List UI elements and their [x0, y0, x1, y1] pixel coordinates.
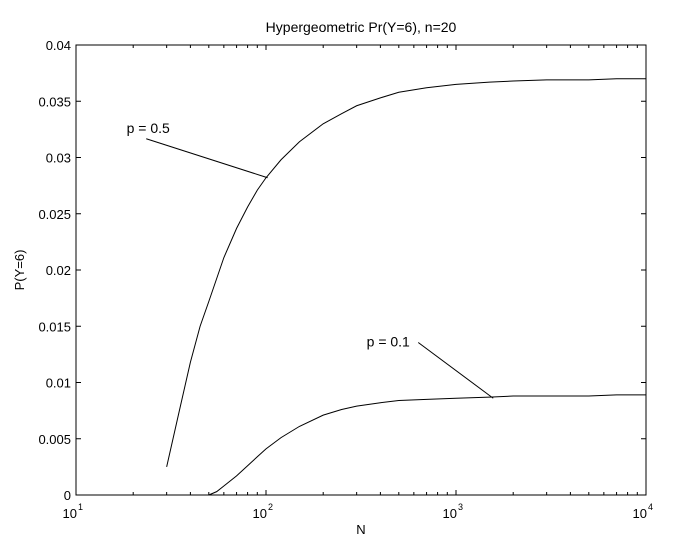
y-tick-label: 0.01 [46, 376, 71, 391]
series-line-1 [166, 78, 646, 467]
series-layer [166, 78, 646, 496]
x-tick-label: 10 [633, 506, 647, 521]
chart-title: Hypergeometric Pr(Y=6), n=20 [266, 19, 457, 35]
x-tick-label: 10 [63, 506, 77, 521]
x-tick-exponent: 2 [268, 502, 273, 512]
y-tick-label: 0.015 [38, 319, 71, 334]
y-tick-label: 0.005 [38, 432, 71, 447]
y-tick-label: 0.04 [46, 38, 71, 53]
x-tick-label: 10 [443, 506, 457, 521]
y-axis-label: P(Y=6) [12, 250, 27, 291]
annotation-label: p = 0.1 [367, 334, 410, 350]
annotation-leader-line [146, 138, 268, 179]
x-tick-label: 10 [253, 506, 267, 521]
annotation-label: p = 0.5 [127, 120, 170, 136]
x-tick-exponent: 1 [78, 502, 83, 512]
y-tick-label: 0.025 [38, 207, 71, 222]
series-line-2 [208, 394, 646, 496]
x-tick-exponent: 3 [458, 502, 463, 512]
y-tick-label: 0.02 [46, 263, 71, 278]
y-tick-label: 0.03 [46, 151, 71, 166]
y-tick-label: 0 [64, 488, 71, 503]
x-tick-exponent: 4 [648, 502, 653, 512]
plot-frame [75, 44, 647, 496]
annotation-leader-line [417, 342, 494, 399]
y-tick-label: 0.035 [38, 94, 71, 109]
annotation-layer: p = 0.5 p = 0.1 [127, 120, 494, 399]
x-axis-label: N [356, 522, 365, 537]
